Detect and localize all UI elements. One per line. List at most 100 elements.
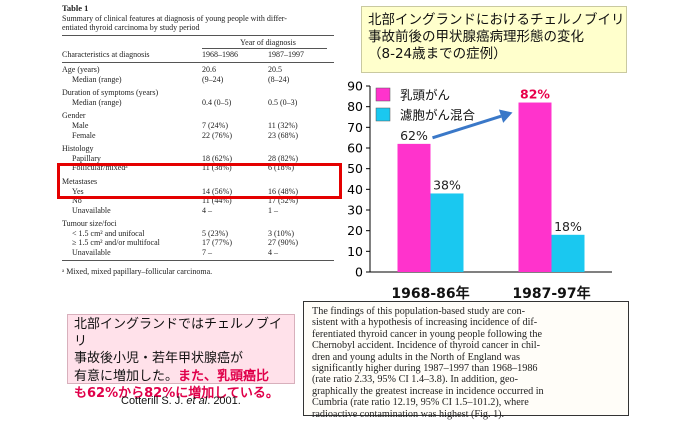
follicular-bar [430,193,464,272]
table-section-title: Duration of symptoms (years) [62,88,334,98]
summary-line: 北部イングランドではチェルノブイリ [74,316,288,350]
table-section-title: Metastases [62,177,334,187]
table-section-title: Histology [62,144,334,154]
section-value-2 [268,111,334,121]
row-value-2: 16 (48%) [268,186,298,196]
legend-swatch-follicular [375,107,391,122]
quote-line: (rate ratio 2.33, 95% CI 1.4–3.8). In ad… [312,374,518,386]
japanese-summary-box: 北部イングランドではチェルノブイリ 事故後小児・若年甲状腺癌が 有意に増加した。… [67,314,295,401]
summary-text: 事故後小児・若年甲状腺癌が [74,351,244,367]
row-label: Median (range) [72,74,122,84]
row-value-1: 18 (62%) [202,153,232,163]
increase-arrow [432,109,513,140]
x-category-label: 1987-97年 [512,285,590,302]
row-value-1: 14 (56%) [202,186,232,196]
table-caption-line: Summary of clinical features at diagnosi… [62,13,287,23]
quote-line: graphically the greatest increase in inc… [312,385,544,397]
table-rule [202,48,327,50]
histology-highlight-box [57,163,342,199]
section-value-2 [268,88,334,98]
header-label: Characteristics at diagnosis [62,50,150,60]
table-section-title: Age (years) 20.6 20.5 [62,65,334,75]
row-label: Median (range) [72,97,122,107]
year-of-diagnosis-label: Year of diagnosis [240,37,296,47]
table-title: Table 1 [62,3,89,13]
arrow-shaft [432,114,502,140]
citation-etal: et al [186,395,208,407]
summary-line: も62%から82%に増加している。 [74,385,288,402]
y-tick-label: 0 [355,265,363,280]
row-value-2: 4 – [268,248,278,258]
row-value-2: 17 (52%) [268,196,298,206]
table-row: Median (range) (9–24) (8–24) [62,75,334,85]
row-label: Follicular/mixedᵃ [72,163,128,173]
section-value-1 [202,111,268,121]
citation: Cotterill S. J. et al. 2001. [121,395,241,407]
row-label: Papillary [72,153,101,163]
table-row: Follicular/mixedᵃ 11 (38%) 6 (18%) [62,163,334,173]
table-body: Age (years) 20.6 20.5 Median (range) (9–24) (… [62,65,334,258]
legend-label: 濾胞がん混合 [400,108,476,123]
row-label: Yes [72,186,84,196]
table-rule [62,259,334,261]
row-label: No [72,196,82,206]
row-value-1: 11 (38%) [202,163,232,173]
english-quote-box: The findings of this population-based st… [303,301,629,420]
table-section-title: Tumour size/foci [62,219,334,229]
summary-highlight-text: も62%から82%に増加している。 [74,385,279,401]
row-label: Female [72,130,96,140]
y-tick-label: 70 [347,120,363,135]
data-label: 18% [554,219,582,234]
chart-title-line: 事故前後の甲状腺癌病理形態の変化 [368,29,584,45]
quote-line: significantly higher during 1987–1997 th… [312,363,538,375]
table-header-row: Characteristics at diagnosis 1968–1986 1… [62,50,334,60]
row-label: Unavailable [72,248,111,258]
data-label: 62% [400,128,428,143]
summary-line: 事故後小児・若年甲状腺癌が [74,350,288,367]
table-rule [62,34,334,36]
section-title: Age (years) [62,64,100,74]
quote-line: Cumbria (rate ratio 12.19, 95% CI 1.5–10… [312,397,529,409]
y-tick-label: 80 [347,99,363,114]
y-tick-label: 20 [347,223,363,238]
row-label: < 1.5 cm² and unifocal [72,228,145,238]
y-tick-label: 60 [347,141,363,156]
y-tick-label: 50 [347,161,363,176]
section-value-1 [202,219,268,229]
row-value-1: 0.4 (0–5) [202,97,232,107]
table-row: No 11 (44%) 17 (52%) [62,196,334,206]
table-row: Yes 14 (56%) 16 (48%) [62,187,334,197]
table-footnote: ᵃ Mixed, mixed papillary–follicular carc… [62,266,213,276]
x-category-label: 1968-86年 [391,285,469,302]
y-tick-label: 40 [347,182,363,197]
row-value-2: 28 (82%) [268,153,298,163]
chart-title-box: 北部イングランドにおけるチェルノブイリ 事故前後の甲状腺癌病理形態の変化 （8-… [361,6,627,73]
table-row: Female 22 (76%) 23 (68%) [62,131,334,141]
quote-line: dren and young adults in the North of En… [312,351,520,363]
follicular-bar [551,234,585,272]
header-period-2: 1987–1997 [268,50,304,60]
row-label: Male [72,120,89,130]
papillary-bar [518,102,552,273]
row-value-2: 0.5 (0–3) [268,97,298,107]
legend-swatch-papillary [375,87,391,102]
row-label: ≥ 1.5 cm² and/or multifocal [72,238,160,248]
row-value-1: (9–24) [202,74,224,84]
row-value-1: 4 – [202,205,212,215]
row-value-2: 6 (18%) [268,163,294,173]
quote-line: sistent with a hypothesis of increasing … [312,317,538,329]
data-label: 38% [433,177,461,192]
y-tick-label: 90 [347,79,363,94]
row-value-1: 22 (76%) [202,130,232,140]
y-tick-label: 10 [347,244,363,259]
section-title: Histology [62,144,94,154]
quote-line: The findings of this population-based st… [312,306,526,317]
section-title: Metastases [62,176,98,186]
clinical-features-table: Table 1 Summary of clinical features at … [62,3,334,276]
summary-highlight-text: また、乳頭癌比 [178,368,270,384]
table-row: Papillary 18 (62%) 28 (82%) [62,154,334,164]
summary-line: 有意に増加した。また、乳頭癌比 [74,368,288,385]
histology-bar-chart: 0 10 20 30 40 50 60 70 80 90 62% 38% 1968-86年 82% 18%… [347,79,612,302]
row-value-2: 27 (90%) [268,238,298,248]
